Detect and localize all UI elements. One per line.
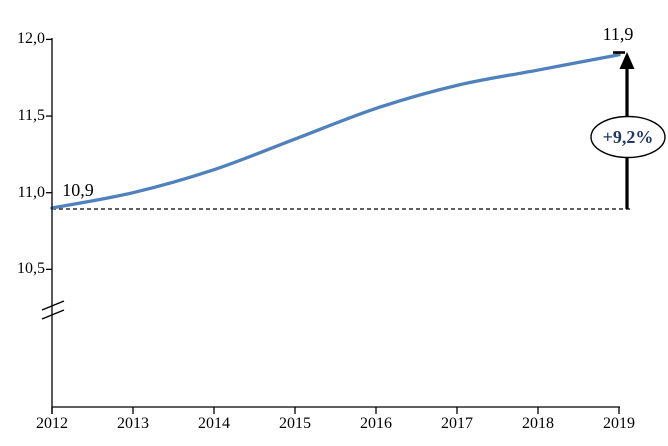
start-value-label: 10,9 (62, 180, 94, 200)
x-axis-tick-label: 2017 (441, 415, 473, 432)
axis-tick-marks (46, 38, 620, 414)
y-axis-tick-label: 12,0 (17, 30, 45, 48)
y-axis-tick-label: 11,0 (17, 183, 45, 201)
growth-arrow-head-icon (619, 52, 635, 69)
x-axis-tick-label: 2012 (36, 415, 68, 432)
x-axis-tick-label: 2015 (279, 415, 311, 432)
x-axis-tick-label: 2018 (522, 415, 554, 432)
growth-badge-ellipse (590, 115, 666, 159)
line-series (50, 53, 621, 210)
x-axis-tick-label: 2013 (117, 415, 149, 432)
x-axis-tick-label: 2016 (360, 415, 392, 432)
end-value-label: 11,9 (602, 24, 634, 44)
x-axis-tick-label: 2014 (198, 415, 230, 432)
axis-break-icon (41, 300, 65, 320)
growth-badge-label: +9,2% (602, 126, 654, 147)
y-axis-tick-label: 11,5 (17, 107, 45, 125)
y-axis-tick-label: 10,5 (17, 260, 45, 278)
x-axis-tick-label: 2019 (603, 415, 635, 432)
